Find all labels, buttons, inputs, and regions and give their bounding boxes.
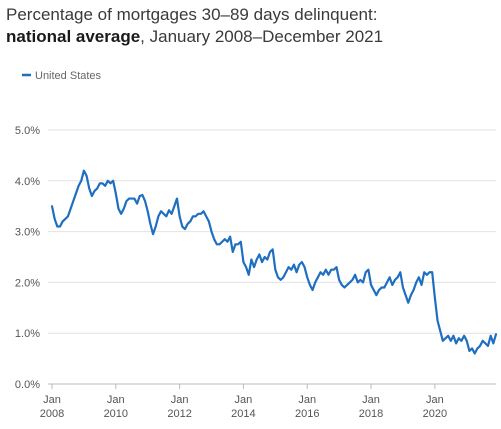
title-bold: national average: [6, 27, 141, 46]
x-tick-label: Jan: [43, 394, 61, 406]
y-tick-label: 1.0%: [15, 328, 40, 340]
title-line-2: national average, January 2008–December …: [6, 26, 496, 48]
x-tick-label: 2016: [295, 408, 319, 420]
series-line-united-states: [50, 169, 498, 355]
legend: United States: [22, 70, 102, 82]
x-tick-label: 2020: [423, 408, 447, 420]
chart-title: Percentage of mortgages 30–89 days delin…: [6, 4, 496, 48]
x-tick-label: Jan: [362, 394, 380, 406]
title-rest: , January 2008–December 2021: [140, 27, 384, 46]
x-tick-label: 2008: [40, 408, 64, 420]
legend-label-united-states: United States: [35, 70, 102, 82]
y-tick-label: 0.0%: [15, 379, 40, 391]
x-tick-label: Jan: [298, 394, 316, 406]
y-tick-label: 3.0%: [15, 227, 40, 239]
gridlines: [48, 129, 496, 385]
y-tick-label: 2.0%: [15, 277, 40, 289]
x-tick-label: Jan: [235, 394, 253, 406]
y-tick-label: 5.0%: [15, 125, 40, 137]
x-tick-label: 2012: [167, 408, 191, 420]
x-tick-label: 2018: [359, 408, 383, 420]
x-tick-label: 2014: [231, 408, 255, 420]
y-axis-ticks: 0.0% 1.0% 2.0% 3.0% 4.0% 5.0%: [15, 125, 40, 391]
title-line-1: Percentage of mortgages 30–89 days delin…: [6, 5, 378, 24]
x-tick-label: Jan: [171, 394, 189, 406]
y-tick-label: 4.0%: [15, 176, 40, 188]
x-axis-ticks: Jan 2008 Jan 2010 Jan 2012 Jan 2014 Jan 2016 Jan 20…: [40, 384, 447, 420]
x-tick-label: Jan: [107, 394, 125, 406]
x-tick-label: 2010: [104, 408, 128, 420]
x-tick-label: Jan: [426, 394, 444, 406]
